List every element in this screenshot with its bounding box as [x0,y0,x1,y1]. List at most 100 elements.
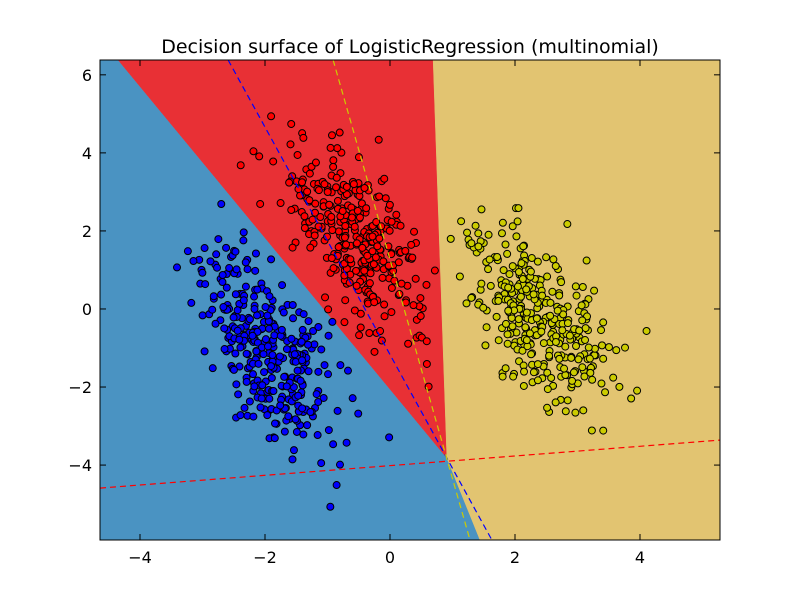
data-point-class-1 [327,254,336,263]
data-point-class-0 [243,265,252,274]
data-point-class-2 [543,403,552,412]
data-point-class-1 [334,243,343,252]
data-point-class-1 [416,294,425,303]
data-point-class-2 [537,327,546,336]
data-point-class-0 [251,266,260,275]
data-point-class-0 [326,502,335,511]
data-point-class-0 [253,285,262,294]
data-point-class-0 [288,301,297,310]
y-tick-label: 4 [82,144,92,163]
data-point-class-2 [588,375,597,384]
data-point-class-2 [518,274,527,283]
data-point-class-1 [353,206,362,215]
data-point-class-2 [551,261,560,270]
data-point-class-1 [306,243,315,252]
data-point-class-0 [233,306,242,315]
data-point-class-0 [320,361,329,370]
data-point-class-1 [372,218,381,227]
data-point-class-0 [260,368,269,377]
data-point-class-0 [211,319,220,328]
y-tick-label: 2 [82,222,92,241]
data-point-class-2 [457,217,466,226]
data-point-class-0 [268,351,277,360]
data-point-class-2 [519,381,528,390]
data-point-class-1 [305,196,314,205]
data-point-class-1 [356,323,365,332]
data-point-class-2 [561,371,570,380]
data-point-class-1 [269,157,278,166]
data-point-class-1 [293,150,302,159]
data-point-class-2 [519,242,528,251]
data-point-class-0 [250,305,259,314]
data-point-class-2 [609,373,618,382]
axis-ticks: −4 −2 0 2 4 −4 −2 0 2 4 6 [68,60,720,567]
data-point-class-1 [374,135,383,144]
data-point-class-0 [297,337,306,346]
data-point-class-0 [250,382,259,391]
data-point-class-1 [341,296,350,305]
data-point-class-2 [575,326,584,335]
hyperplane-class-1 [100,439,720,489]
data-point-class-1 [300,224,309,233]
data-point-class-0 [254,359,263,368]
data-point-class-2 [565,331,574,340]
hyperplane-class-2 [332,60,471,540]
x-tick-label: 0 [385,548,395,567]
data-point-class-2 [503,339,512,348]
data-point-class-0 [329,440,338,449]
data-point-class-0 [298,356,307,365]
y-tick-label: −4 [68,456,92,475]
data-point-class-2 [520,367,529,376]
data-point-class-1 [404,339,413,348]
data-point-class-0 [280,427,289,436]
data-point-class-0 [309,326,318,335]
data-point-class-2 [553,306,562,315]
data-point-class-0 [265,394,274,403]
data-point-class-0 [241,282,250,291]
data-point-class-2 [522,308,531,317]
data-point-class-1 [370,347,379,356]
data-point-class-0 [240,403,249,412]
data-point-class-2 [577,301,586,310]
data-point-class-0 [239,236,248,245]
data-point-class-2 [514,267,523,276]
data-point-class-0 [239,296,248,305]
data-point-class-0 [261,335,270,344]
data-point-class-0 [296,376,305,385]
data-point-class-2 [518,346,527,355]
data-point-class-1 [354,153,363,162]
data-point-class-0 [312,390,321,399]
data-point-class-1 [368,232,377,241]
data-point-class-2 [486,281,495,290]
data-point-class-0 [242,349,251,358]
data-point-class-0 [282,345,291,354]
data-point-class-2 [512,232,521,241]
data-point-class-2 [492,312,501,321]
data-point-class-2 [633,386,642,395]
decision-regions [100,60,720,540]
data-point-class-0 [200,347,209,356]
data-point-class-2 [494,296,503,305]
data-point-class-1 [347,213,356,222]
data-point-class-1 [360,184,369,193]
data-point-class-1 [324,305,333,314]
data-point-class-2 [504,283,513,292]
data-point-class-0 [265,324,274,333]
data-point-class-2 [484,265,493,274]
data-point-class-0 [304,340,313,349]
data-point-class-2 [560,364,569,373]
data-point-class-0 [265,292,274,301]
data-point-class-0 [249,412,258,421]
scatter-points [173,112,651,511]
data-point-class-2 [612,346,621,355]
data-point-class-0 [234,390,243,399]
data-point-class-0 [270,419,279,428]
data-point-class-1 [316,213,325,222]
data-point-class-2 [597,379,606,388]
data-point-class-0 [173,263,182,272]
data-point-class-2 [497,229,506,238]
data-point-class-0 [306,408,315,417]
data-point-class-0 [187,298,196,307]
data-point-class-2 [574,355,583,364]
data-point-class-2 [508,322,517,331]
